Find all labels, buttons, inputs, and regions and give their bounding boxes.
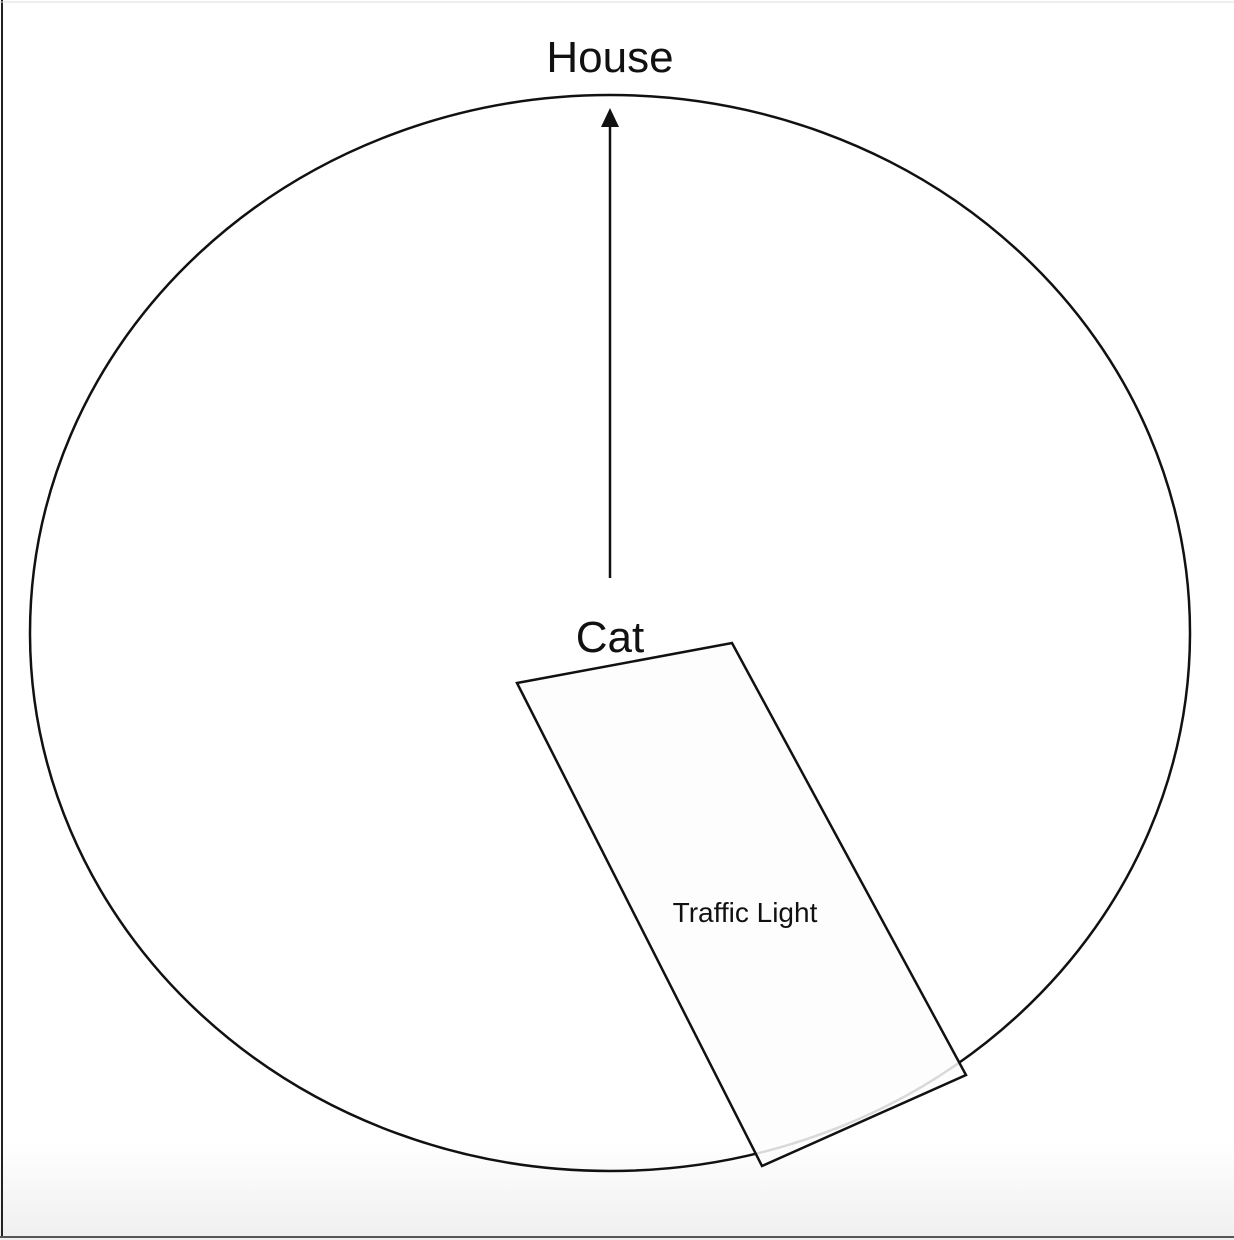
house-label: House bbox=[546, 33, 673, 82]
traffic-light-label: Traffic Light bbox=[673, 897, 818, 928]
outer-circle bbox=[28, 93, 1192, 1173]
arrowhead-icon bbox=[601, 108, 619, 127]
traffic-light-box bbox=[515, 641, 968, 1168]
cat-label: Cat bbox=[576, 613, 644, 662]
